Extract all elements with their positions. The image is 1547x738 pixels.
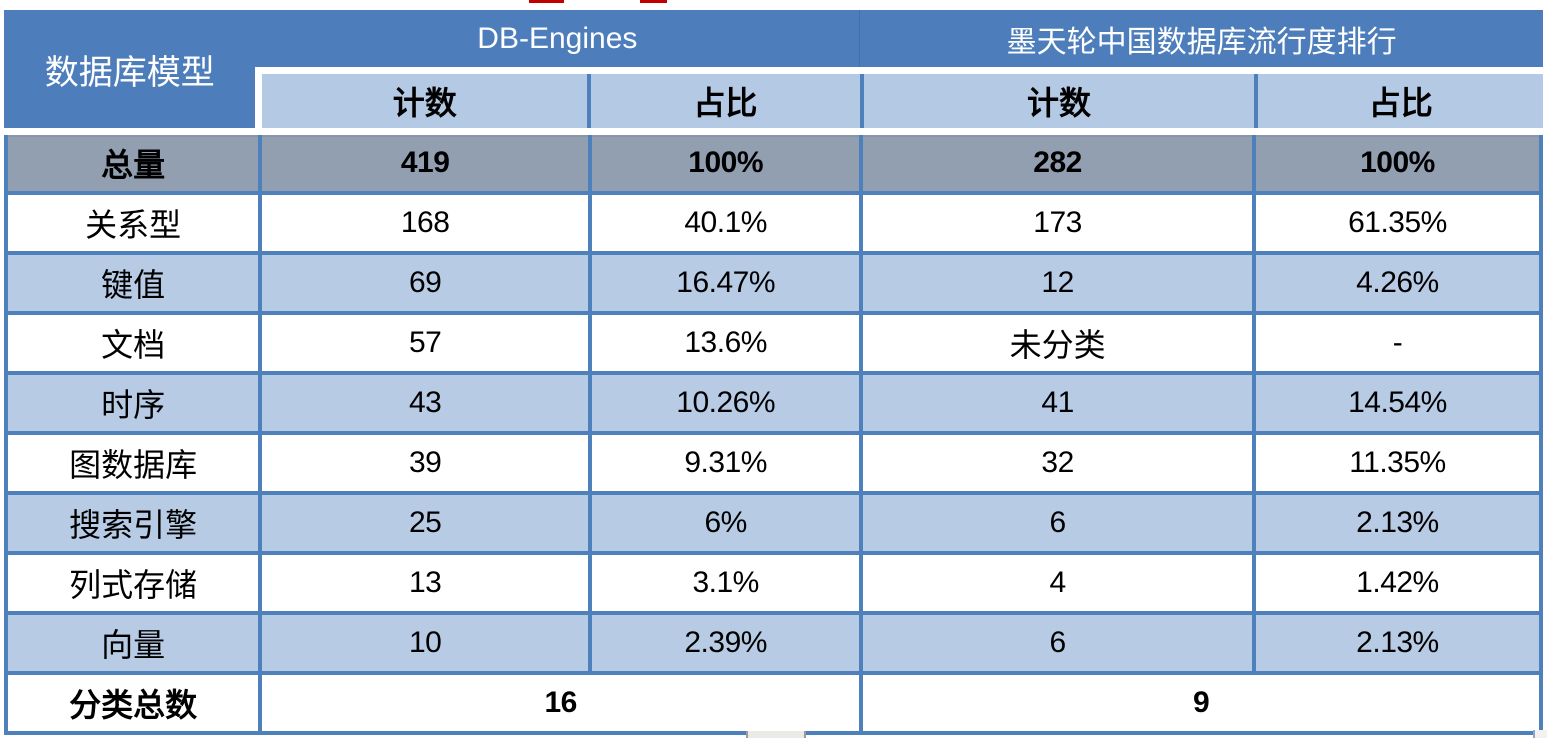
cell-value: 173 <box>859 195 1252 251</box>
cell-category: 图数据库 <box>8 435 259 491</box>
cell-value: 43 <box>258 375 589 431</box>
cell-value: 100% <box>588 135 860 191</box>
subheader-dbengines-count: 计数 <box>255 74 588 128</box>
cell-value: - <box>1251 315 1539 371</box>
cell-value: 57 <box>258 315 589 371</box>
cell-value: 419 <box>258 135 589 191</box>
cell-modb-category-total: 9 <box>859 675 1539 731</box>
cell-value: 41 <box>859 375 1252 431</box>
cell-value: 25 <box>258 495 589 551</box>
column-group-db-engines: DB-Engines <box>477 21 638 55</box>
cell-category: 总量 <box>8 135 259 191</box>
cell-value: 69 <box>258 255 589 311</box>
cell-category: 搜索引擎 <box>8 495 259 551</box>
table-body: 总量 419 100% 282 100% 关系型 168 40.1% 173 6… <box>4 135 1543 735</box>
cell-value: 10 <box>258 615 589 671</box>
cell-value: 13.6% <box>588 315 860 371</box>
cell-value: 282 <box>859 135 1252 191</box>
column-header-model: 数据库模型 <box>4 10 256 128</box>
cropped-red-text-fragment <box>529 0 564 3</box>
cell-category: 键值 <box>8 255 259 311</box>
cell-value: 6 <box>859 495 1252 551</box>
cell-value: 16.47% <box>588 255 860 311</box>
cell-value: 9.31% <box>588 435 860 491</box>
cell-value: 12 <box>859 255 1252 311</box>
cell-value: 14.54% <box>1251 375 1539 431</box>
cropped-content-below <box>746 731 806 738</box>
cell-value: 11.35% <box>1251 435 1539 491</box>
cell-category: 关系型 <box>8 195 259 251</box>
cropped-content-below <box>1533 730 1547 738</box>
cell-value: 1.42% <box>1251 555 1539 611</box>
cell-value: 32 <box>859 435 1252 491</box>
cell-dbengines-category-total: 16 <box>258 675 860 731</box>
cropped-red-text-fragment <box>640 0 667 3</box>
cell-value: 4.26% <box>1251 255 1539 311</box>
cell-category: 分类总数 <box>8 675 259 731</box>
table-header: 数据库模型 DB-Engines 墨天轮中国数据库流行度排行 计数 占比 计数 … <box>4 10 1543 128</box>
subheader-modb-count: 计数 <box>859 74 1255 128</box>
source-header-band: DB-Engines 墨天轮中国数据库流行度排行 <box>255 10 1543 67</box>
cell-category: 时序 <box>8 375 259 431</box>
cell-value: 2.13% <box>1251 495 1539 551</box>
cell-value: 10.26% <box>588 375 860 431</box>
column-group-modb: 墨天轮中国数据库流行度排行 <box>859 10 1543 67</box>
cell-value: 40.1% <box>588 195 860 251</box>
cell-value: 100% <box>1251 135 1539 191</box>
cell-value: 61.35% <box>1251 195 1539 251</box>
cell-value: 39 <box>258 435 589 491</box>
cell-category: 文档 <box>8 315 259 371</box>
subheader-modb-share: 占比 <box>1254 74 1543 128</box>
cell-category: 向量 <box>8 615 259 671</box>
subheader-dbengines-share: 占比 <box>587 74 860 128</box>
cell-value: 未分类 <box>859 315 1252 371</box>
cell-value: 3.1% <box>588 555 860 611</box>
cell-value: 2.39% <box>588 615 860 671</box>
cell-value: 2.13% <box>1251 615 1539 671</box>
cell-value: 13 <box>258 555 589 611</box>
cell-category: 列式存储 <box>8 555 259 611</box>
cell-value: 6 <box>859 615 1252 671</box>
cell-value: 6% <box>588 495 860 551</box>
cell-value: 4 <box>859 555 1252 611</box>
cell-value: 168 <box>258 195 589 251</box>
